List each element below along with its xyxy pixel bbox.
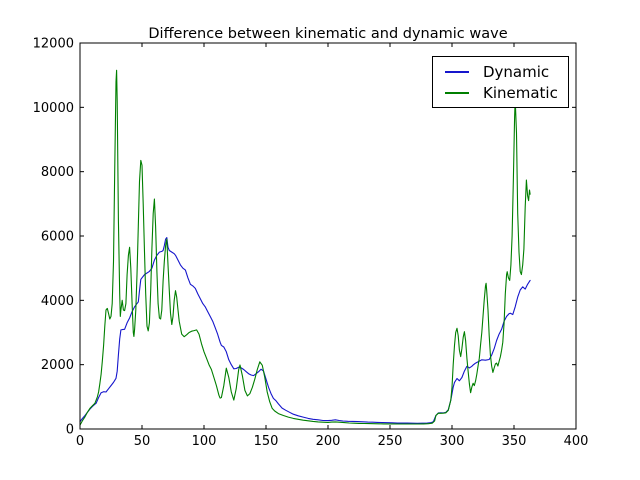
- x-tick-label: 150: [254, 434, 279, 449]
- legend-label-dynamic: Dynamic: [483, 62, 550, 81]
- legend-entry-kinematic: Kinematic: [445, 85, 568, 101]
- legend: Dynamic Kinematic: [432, 56, 569, 108]
- kinematic-line-sample-icon: [445, 91, 469, 94]
- dynamic-line-sample-icon: [445, 70, 469, 73]
- y-tick-label: 4000: [41, 294, 74, 309]
- x-tick-label: 300: [440, 434, 465, 449]
- x-tick-label: 0: [76, 434, 84, 449]
- legend-label-kinematic: Kinematic: [483, 83, 558, 102]
- x-tick-label: 350: [502, 434, 527, 449]
- x-tick-label: 200: [316, 434, 341, 449]
- dynamic-series-line: [79, 237, 531, 424]
- legend-entry-dynamic: Dynamic: [445, 64, 568, 80]
- x-tick-label: 400: [564, 434, 589, 449]
- y-tick-label: 2000: [41, 358, 74, 373]
- kinematic-series-line: [79, 69, 531, 426]
- y-tick-label: 8000: [41, 165, 74, 180]
- y-tick-label: 12000: [33, 37, 74, 52]
- x-tick-label: 250: [378, 434, 403, 449]
- y-tick-label: 10000: [33, 101, 74, 116]
- x-tick-label: 100: [192, 434, 217, 449]
- y-tick-label: 0: [66, 423, 74, 438]
- chart-title: Difference between kinematic and dynamic…: [148, 26, 508, 42]
- x-tick-label: 50: [134, 434, 151, 449]
- y-tick-label: 6000: [41, 230, 74, 245]
